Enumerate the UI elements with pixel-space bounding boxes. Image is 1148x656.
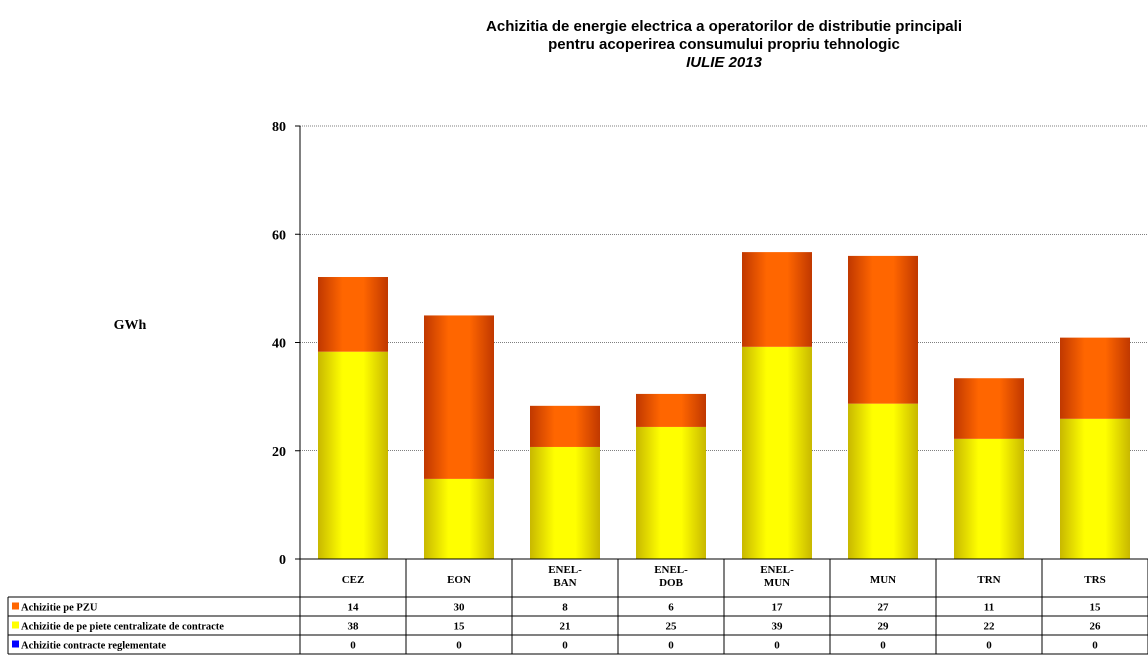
x-category-label: TRN bbox=[977, 574, 1000, 586]
data-table-value: 0 bbox=[668, 640, 674, 652]
data-table-value: 17 bbox=[772, 602, 784, 614]
chart-title-line2: pentru acoperirea consumului propriu teh… bbox=[548, 36, 900, 53]
bar-segment-pzu bbox=[848, 255, 918, 404]
x-category-label: MUN bbox=[764, 577, 790, 589]
data-table-value: 25 bbox=[666, 621, 678, 633]
data-table-value: 21 bbox=[560, 621, 571, 633]
bar-segment-centralizate bbox=[742, 346, 812, 559]
data-table-value: 26 bbox=[1090, 621, 1102, 633]
x-category-label: EON bbox=[447, 574, 471, 586]
legend-key-swatch bbox=[12, 640, 19, 648]
y-axis-label: GWh bbox=[113, 318, 147, 333]
y-tick-label: 0 bbox=[279, 553, 286, 568]
chart-title-line1: Achizitia de energie electrica a operato… bbox=[486, 18, 962, 35]
data-table-value: 8 bbox=[562, 602, 568, 614]
x-category-label: TRS bbox=[1084, 574, 1105, 586]
legend-key-label: Achizitie pe PZU bbox=[21, 603, 98, 614]
bar-segment-centralizate bbox=[636, 426, 706, 559]
data-table-value: 0 bbox=[350, 640, 356, 652]
bar-segment-pzu bbox=[954, 378, 1024, 439]
bar-segment-pzu bbox=[742, 252, 812, 347]
data-table-value: 27 bbox=[878, 602, 890, 614]
data-table-value: 11 bbox=[984, 602, 994, 614]
data-table-value: 30 bbox=[454, 602, 466, 614]
data-table-value: 0 bbox=[880, 640, 886, 652]
data-table-value: 39 bbox=[772, 621, 784, 633]
x-category-label: ENEL- bbox=[760, 564, 794, 576]
legend-key-label: Achizitie de pe piete centralizate de co… bbox=[21, 622, 224, 633]
bar-segment-centralizate bbox=[530, 446, 600, 559]
data-table-value: 0 bbox=[562, 640, 568, 652]
data-table-value: 15 bbox=[454, 621, 466, 633]
y-tick-label: 20 bbox=[272, 445, 286, 460]
y-tick-label: 60 bbox=[272, 228, 286, 243]
bar-segment-centralizate bbox=[318, 351, 388, 559]
data-table-value: 29 bbox=[878, 621, 890, 633]
bar-segment-centralizate bbox=[424, 478, 494, 559]
x-category-label: BAN bbox=[553, 577, 576, 589]
bar-segment-centralizate bbox=[848, 403, 918, 559]
bar-segment-pzu bbox=[318, 277, 388, 352]
data-table-value: 0 bbox=[774, 640, 780, 652]
bar-segment-centralizate bbox=[1060, 418, 1130, 559]
data-table-value: 0 bbox=[1092, 640, 1098, 652]
x-category-label: CEZ bbox=[342, 574, 365, 586]
data-table-value: 22 bbox=[984, 621, 996, 633]
data-table-value: 15 bbox=[1090, 602, 1102, 614]
data-table-value: 14 bbox=[348, 602, 360, 614]
y-tick-label: 80 bbox=[272, 120, 286, 135]
chart-title: Achizitia de energie electrica a operato… bbox=[300, 18, 1148, 72]
x-category-label: ENEL- bbox=[548, 564, 582, 576]
x-category-label: MUN bbox=[870, 574, 896, 586]
bar-segment-centralizate bbox=[954, 438, 1024, 559]
legend-key-swatch bbox=[12, 621, 19, 629]
data-table-value: 0 bbox=[456, 640, 462, 652]
bar-segment-pzu bbox=[530, 405, 600, 447]
data-table-value: 6 bbox=[668, 602, 674, 614]
bars-layer bbox=[318, 252, 1130, 559]
legend-key-swatch bbox=[12, 602, 19, 610]
bar-segment-pzu bbox=[1060, 337, 1130, 419]
x-category-label: ENEL- bbox=[654, 564, 688, 576]
legend-key-label: Achizitie contracte reglementate bbox=[21, 641, 166, 652]
data-table-value: 38 bbox=[348, 621, 360, 633]
x-category-label: DOB bbox=[659, 577, 684, 589]
y-tick-label: 40 bbox=[272, 337, 286, 352]
chart-title-line3: IULIE 2013 bbox=[686, 54, 762, 71]
bar-segment-pzu bbox=[424, 315, 494, 479]
data-table-value: 0 bbox=[986, 640, 992, 652]
bar-segment-pzu bbox=[636, 393, 706, 427]
